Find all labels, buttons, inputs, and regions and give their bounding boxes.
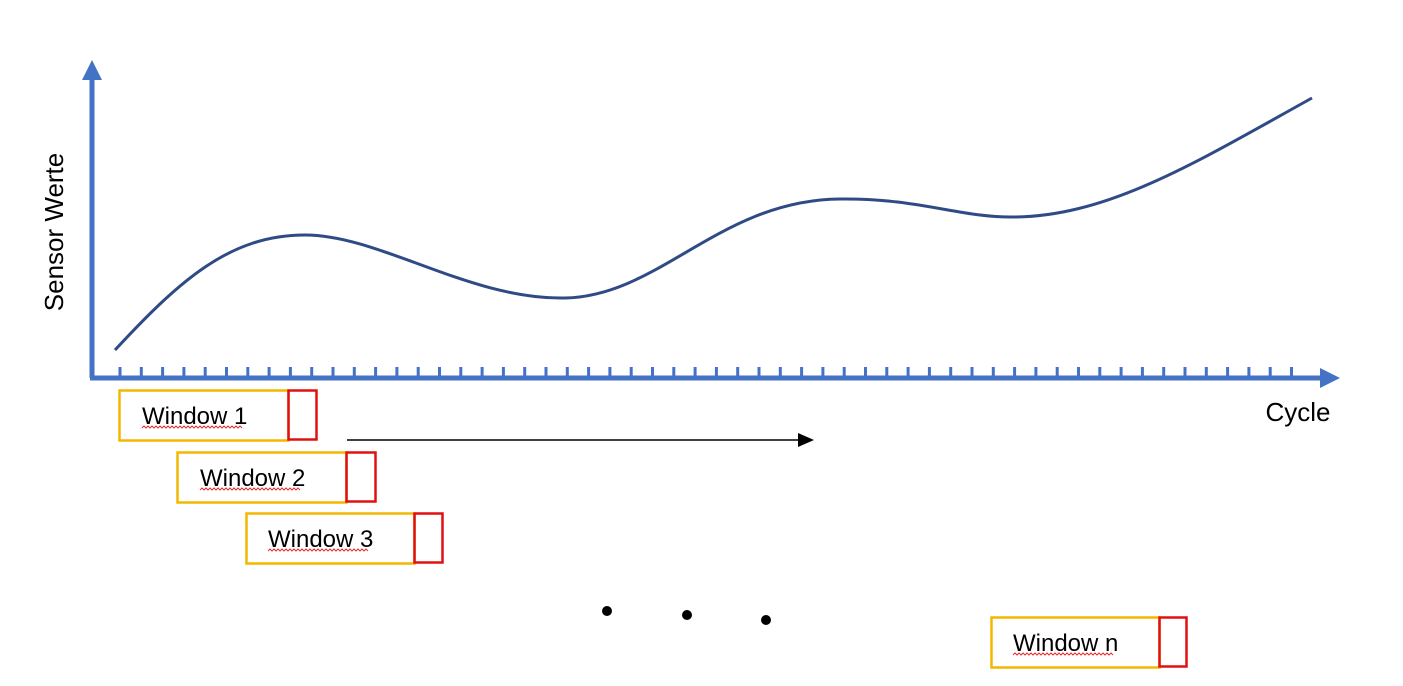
window-1: Window 1: [118, 389, 318, 442]
window-n-label: Window n: [1013, 630, 1118, 657]
window-1-spellcheck: [141, 425, 243, 429]
x-axis-ticks: [118, 367, 1293, 378]
sensor-curve: [113, 96, 1313, 352]
ellipsis: [602, 606, 771, 625]
ellipsis-dot: [761, 615, 771, 625]
window-3-target: [413, 512, 444, 564]
x-axis-label: Cycle: [1265, 397, 1330, 427]
ellipsis-dot: [682, 610, 692, 620]
window-3-spellcheck: [267, 548, 369, 552]
window-n: Window n: [990, 616, 1188, 669]
window-1-frame: [118, 389, 290, 442]
window-n-target: [1158, 616, 1188, 668]
window-2-target: [345, 451, 377, 503]
window-2: Window 2: [176, 451, 377, 504]
window-3-label: Window 3: [268, 526, 373, 553]
axes: [82, 60, 1340, 388]
slide-direction-arrow: [347, 433, 814, 447]
ellipsis-dot: [602, 606, 612, 616]
window-3: Window 3: [245, 512, 444, 565]
window-2-spellcheck: [199, 487, 301, 491]
window-2-frame: [176, 451, 348, 504]
window-1-label: Window 1: [142, 403, 247, 430]
y-axis-arrowhead: [82, 60, 102, 80]
y-axis-label: Sensor Werte: [39, 153, 69, 311]
window-2-label: Window 2: [200, 465, 305, 492]
x-axis-arrowhead: [1320, 368, 1340, 388]
window-n-spellcheck: [1012, 652, 1114, 656]
window-1-target: [287, 389, 318, 441]
